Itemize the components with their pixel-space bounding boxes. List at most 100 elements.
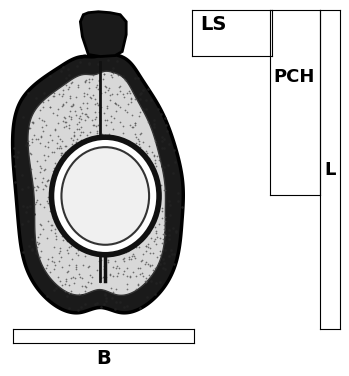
Point bbox=[162, 186, 168, 193]
Point bbox=[73, 250, 79, 256]
Point bbox=[126, 256, 132, 262]
Point bbox=[52, 160, 57, 166]
Point bbox=[154, 233, 160, 240]
Point bbox=[86, 76, 91, 82]
Point bbox=[154, 280, 159, 286]
Point bbox=[21, 203, 26, 209]
Point bbox=[78, 59, 83, 65]
Point bbox=[30, 120, 36, 126]
Point bbox=[91, 72, 96, 78]
Point bbox=[154, 141, 160, 147]
Point bbox=[35, 136, 41, 142]
Point bbox=[99, 131, 105, 137]
Point bbox=[97, 102, 103, 108]
Point bbox=[40, 186, 46, 192]
Text: LS: LS bbox=[200, 15, 226, 34]
Point bbox=[83, 78, 88, 84]
Point bbox=[56, 258, 61, 264]
Polygon shape bbox=[13, 53, 183, 313]
Point bbox=[25, 138, 31, 144]
Point bbox=[87, 79, 92, 85]
Point bbox=[116, 265, 121, 271]
Point bbox=[90, 91, 96, 97]
Point bbox=[40, 104, 46, 110]
Point bbox=[43, 265, 49, 271]
Point bbox=[116, 84, 122, 90]
Point bbox=[59, 282, 65, 288]
Point bbox=[106, 259, 111, 265]
Point bbox=[73, 264, 79, 270]
Point bbox=[167, 202, 173, 208]
Point bbox=[127, 90, 132, 96]
Point bbox=[140, 106, 146, 112]
Point bbox=[124, 273, 130, 279]
Point bbox=[37, 232, 43, 238]
Point bbox=[87, 272, 92, 278]
Point bbox=[63, 82, 69, 88]
Point bbox=[169, 251, 175, 257]
Point bbox=[125, 101, 131, 107]
Point bbox=[106, 85, 112, 91]
Point bbox=[50, 168, 56, 174]
Point bbox=[70, 101, 76, 107]
Point bbox=[110, 65, 116, 71]
Point bbox=[84, 105, 90, 111]
Point bbox=[72, 108, 77, 114]
Point bbox=[52, 287, 57, 293]
Point bbox=[29, 151, 34, 157]
Point bbox=[52, 126, 57, 132]
Point bbox=[43, 122, 49, 128]
Point bbox=[83, 283, 88, 289]
Point bbox=[36, 115, 42, 121]
Point bbox=[81, 90, 87, 96]
Point bbox=[51, 212, 57, 218]
Point bbox=[145, 294, 150, 300]
Point bbox=[151, 238, 157, 244]
Point bbox=[31, 132, 37, 138]
Point bbox=[113, 101, 119, 107]
Point bbox=[58, 248, 63, 254]
Point bbox=[62, 115, 68, 121]
Point bbox=[86, 61, 92, 67]
Point bbox=[96, 109, 102, 115]
Point bbox=[112, 258, 118, 264]
Point bbox=[73, 94, 79, 100]
Point bbox=[63, 278, 68, 284]
Point bbox=[76, 115, 82, 121]
Point bbox=[147, 262, 152, 268]
Point bbox=[145, 86, 151, 92]
Point bbox=[67, 93, 73, 99]
Point bbox=[52, 259, 57, 265]
Point bbox=[63, 99, 69, 105]
Point bbox=[160, 237, 166, 243]
Point bbox=[33, 187, 38, 193]
Point bbox=[40, 128, 46, 134]
Point bbox=[29, 247, 35, 253]
Point bbox=[47, 187, 53, 193]
Point bbox=[62, 119, 68, 125]
Point bbox=[44, 293, 50, 299]
Point bbox=[58, 254, 64, 260]
Point bbox=[132, 75, 138, 81]
Point bbox=[27, 125, 32, 131]
Point bbox=[132, 96, 137, 102]
Point bbox=[120, 91, 125, 97]
Point bbox=[93, 123, 98, 129]
Point bbox=[113, 286, 119, 292]
Point bbox=[52, 262, 58, 268]
Point bbox=[49, 222, 54, 228]
Point bbox=[127, 274, 133, 280]
Point bbox=[121, 258, 127, 264]
Point bbox=[73, 112, 79, 118]
Point bbox=[94, 300, 99, 306]
Point bbox=[45, 199, 50, 205]
Point bbox=[51, 165, 57, 171]
Text: B: B bbox=[96, 349, 111, 368]
Point bbox=[61, 237, 66, 243]
Point bbox=[128, 99, 133, 105]
Point bbox=[152, 224, 157, 230]
Point bbox=[131, 251, 136, 257]
Point bbox=[148, 246, 153, 252]
Point bbox=[55, 140, 60, 146]
Point bbox=[66, 86, 71, 92]
